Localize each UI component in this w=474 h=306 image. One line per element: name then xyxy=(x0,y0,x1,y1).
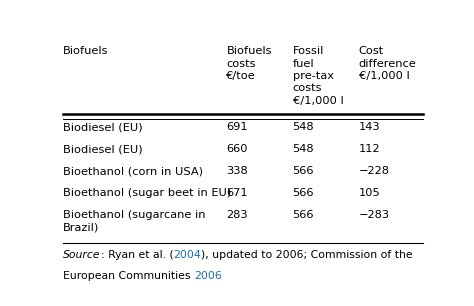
Text: European Communities: European Communities xyxy=(63,271,194,281)
Text: 112: 112 xyxy=(359,144,380,154)
Text: 671: 671 xyxy=(227,188,248,198)
Text: Fossil
fuel
pre-tax
costs
€/1,000 l: Fossil fuel pre-tax costs €/1,000 l xyxy=(292,46,343,106)
Text: 548: 548 xyxy=(292,144,314,154)
Text: 566: 566 xyxy=(292,188,314,198)
Text: Source: Source xyxy=(63,250,100,260)
Text: Bioethanol (sugar beet in EU): Bioethanol (sugar beet in EU) xyxy=(63,188,231,198)
Text: Biofuels
costs
€/toe: Biofuels costs €/toe xyxy=(227,46,272,81)
Text: 566: 566 xyxy=(292,166,314,176)
Text: 143: 143 xyxy=(359,122,380,132)
Text: Bioethanol (corn in USA): Bioethanol (corn in USA) xyxy=(63,166,203,176)
Text: 2006: 2006 xyxy=(194,271,222,281)
Text: 338: 338 xyxy=(227,166,248,176)
Text: Biofuels: Biofuels xyxy=(63,46,109,56)
Text: 548: 548 xyxy=(292,122,314,132)
Text: 691: 691 xyxy=(227,122,248,132)
Text: 105: 105 xyxy=(359,188,381,198)
Text: −283: −283 xyxy=(359,210,390,220)
Text: −228: −228 xyxy=(359,166,390,176)
Text: Bioethanol (sugarcane in
Brazil): Bioethanol (sugarcane in Brazil) xyxy=(63,210,205,232)
Text: 660: 660 xyxy=(227,144,248,154)
Text: Cost
difference
€/1,000 l: Cost difference €/1,000 l xyxy=(359,46,416,81)
Text: 566: 566 xyxy=(292,210,314,220)
Text: : Ryan et al. (: : Ryan et al. ( xyxy=(100,250,173,260)
Text: 2004: 2004 xyxy=(173,250,201,260)
Text: Biodiesel (EU): Biodiesel (EU) xyxy=(63,144,143,154)
Text: Biodiesel (EU): Biodiesel (EU) xyxy=(63,122,143,132)
Text: ), updated to 2006; Commission of the: ), updated to 2006; Commission of the xyxy=(201,250,412,260)
Text: 283: 283 xyxy=(227,210,248,220)
